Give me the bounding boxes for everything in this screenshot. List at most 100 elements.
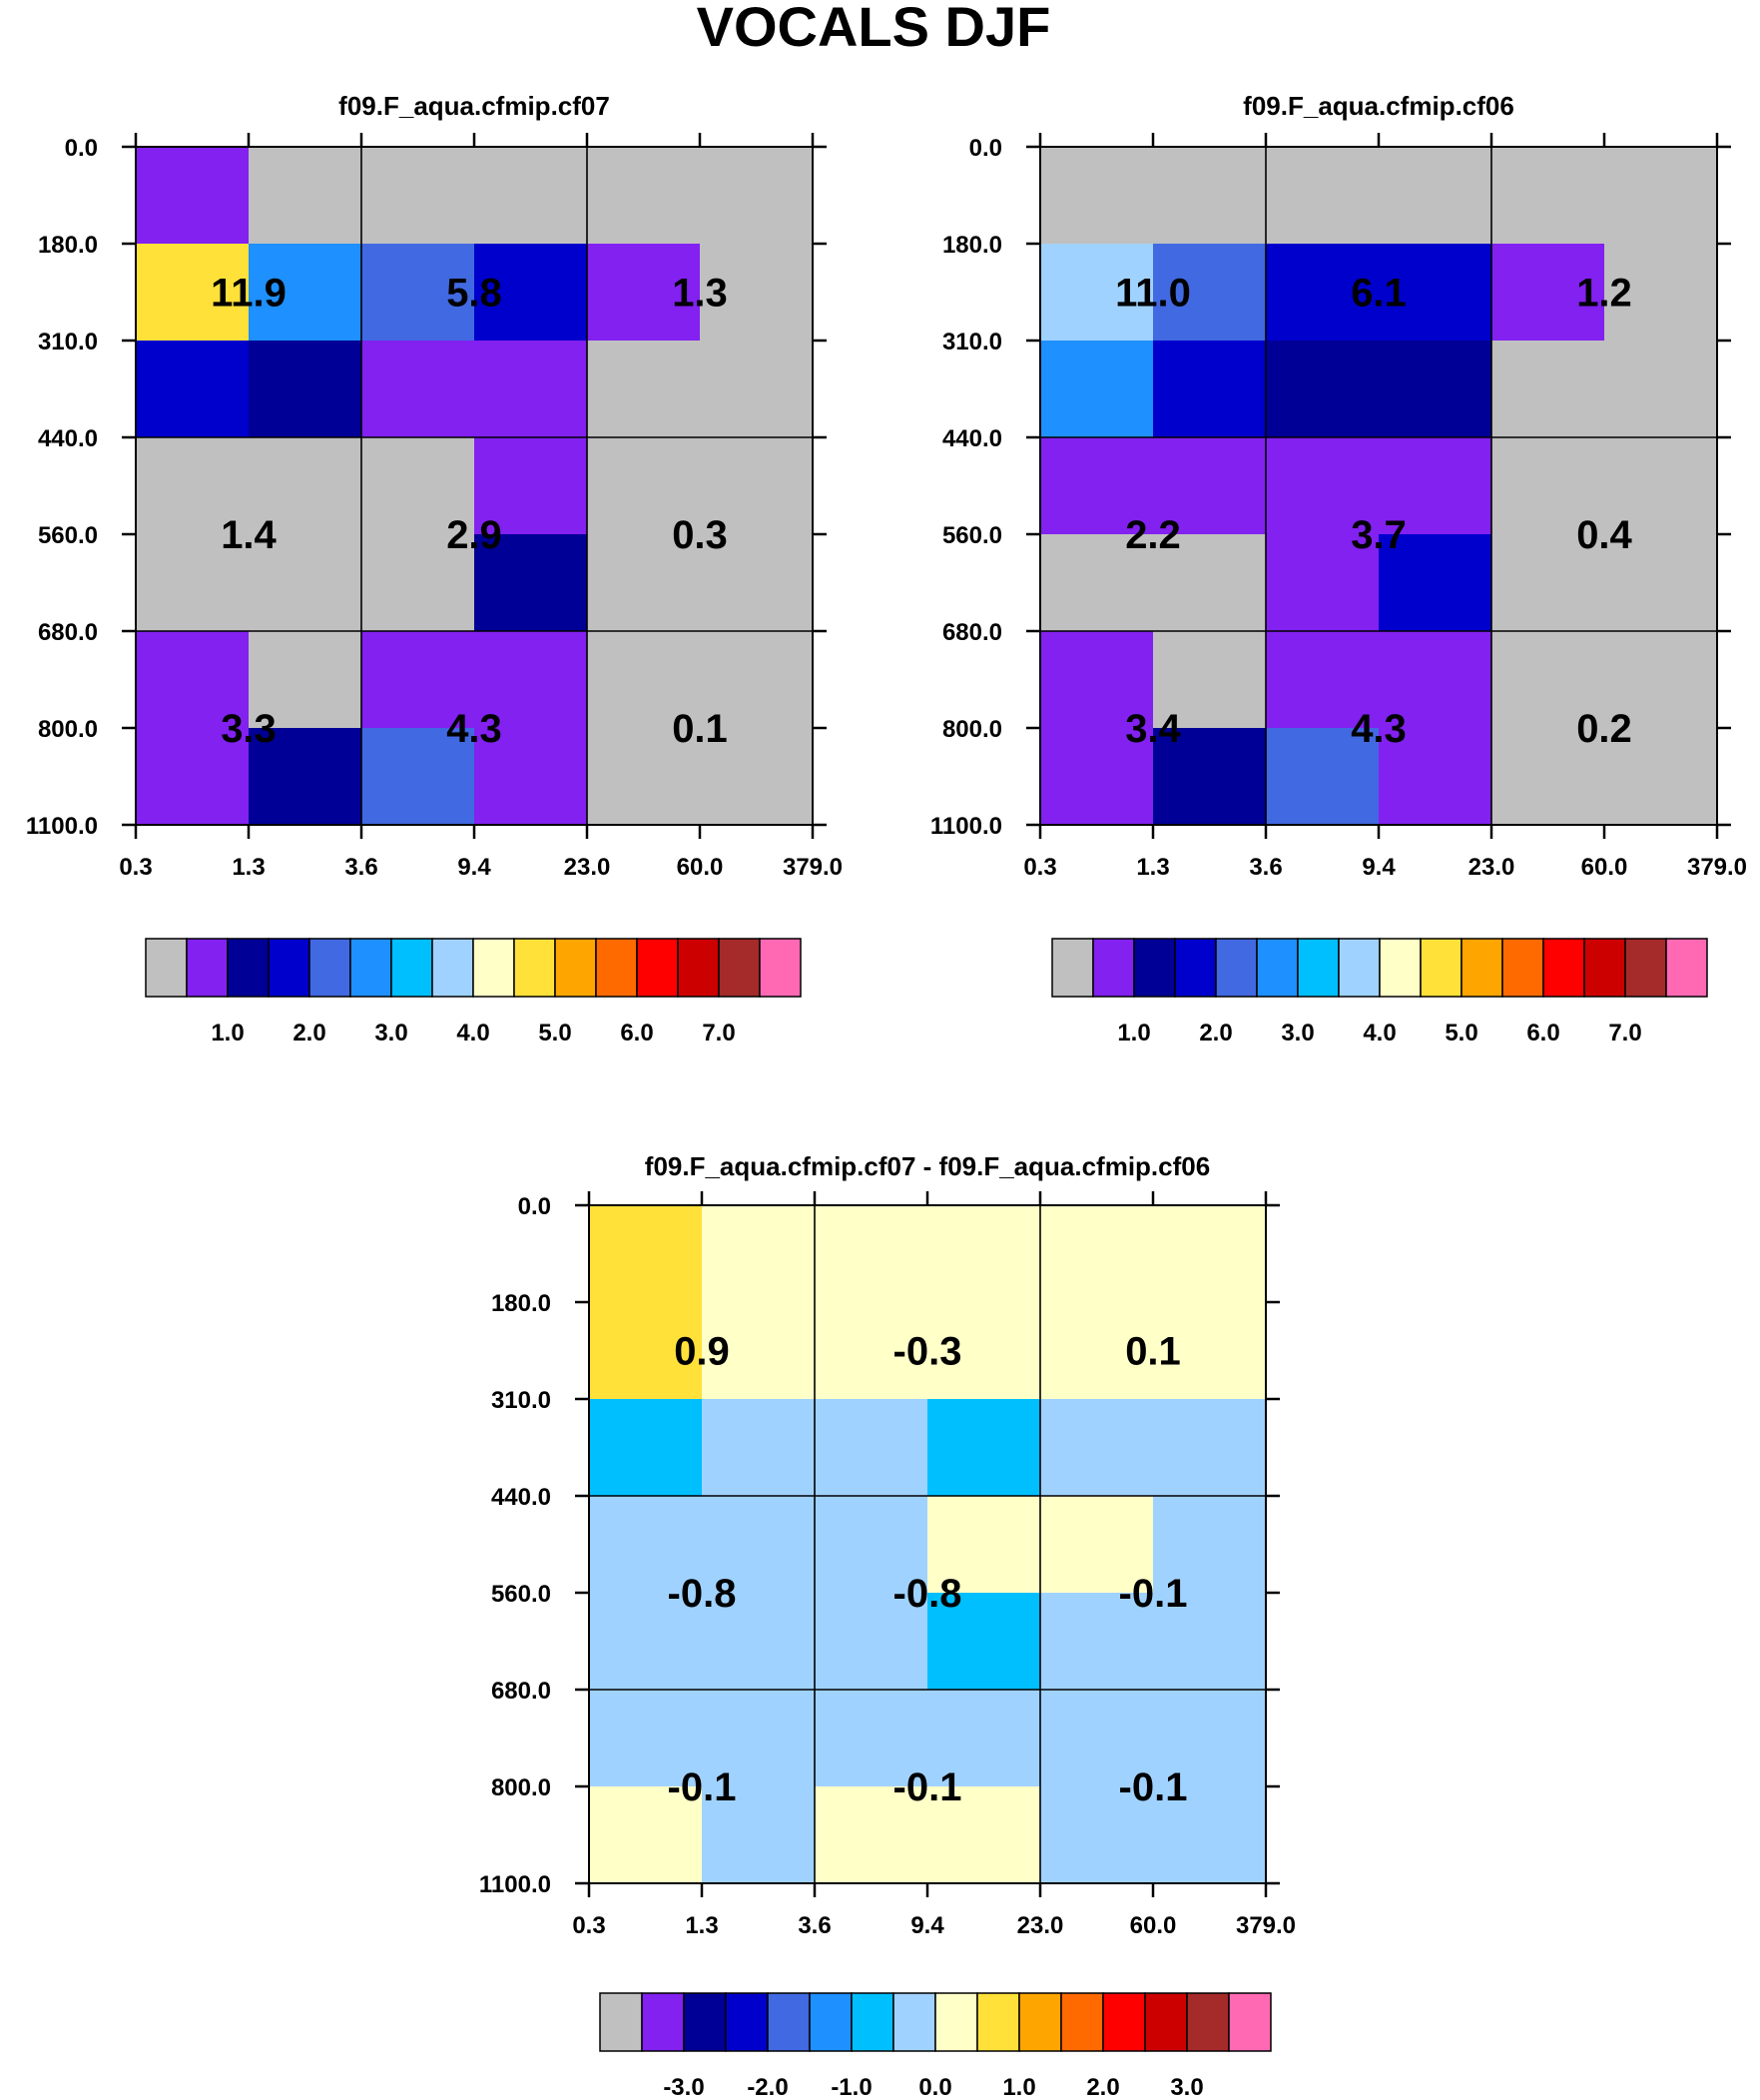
heatmap-cell xyxy=(1379,631,1492,729)
heatmap-cell xyxy=(700,244,814,342)
figure-title: VOCALS DJF xyxy=(697,0,1051,58)
heatmap-cell xyxy=(361,341,475,438)
heatmap-cell xyxy=(1040,728,1154,826)
colorbar-label: 3.0 xyxy=(1281,1020,1314,1047)
x-tick-label: 23.0 xyxy=(1468,854,1515,881)
heatmap-cell xyxy=(136,244,250,342)
heatmap-cell xyxy=(1153,1786,1267,1884)
heatmap-cell xyxy=(700,147,814,245)
colorbar-swatch xyxy=(683,1992,727,2052)
heatmap-cell xyxy=(1379,147,1492,245)
box-value-label: -0.1 xyxy=(1119,1765,1188,1809)
heatmap-cell xyxy=(1040,437,1154,535)
colorbar-swatch xyxy=(759,938,802,998)
heatmap-cell xyxy=(1491,534,1605,632)
y-tick-label: 310.0 xyxy=(491,1387,551,1414)
heatmap-cell xyxy=(1153,1690,1267,1787)
colorbar-swatch xyxy=(767,1992,811,2052)
colorbar-swatch xyxy=(1624,938,1667,998)
colorbar-swatch xyxy=(1542,938,1585,998)
heatmap-cell xyxy=(249,534,362,632)
colorbar-swatch xyxy=(1461,938,1503,998)
box-value-label: 4.3 xyxy=(1351,707,1407,751)
heatmap-cell xyxy=(474,244,588,342)
heatmap-cell xyxy=(700,534,814,632)
colorbar-swatch xyxy=(431,938,474,998)
y-tick-label: 680.0 xyxy=(491,1678,551,1705)
colorbar-label: 0.0 xyxy=(918,2074,951,2100)
heatmap-cell xyxy=(1040,1690,1154,1787)
x-tick-label: 60.0 xyxy=(1130,1912,1177,1939)
colorbar: -3.0 -2.0 -1.0 0.0 1.0 2.0 3.0 xyxy=(599,1992,1272,2100)
heatmap-cell xyxy=(249,437,362,535)
heatmap-cell xyxy=(1040,341,1154,438)
heatmap-cell xyxy=(700,437,814,535)
heatmap-cell xyxy=(249,244,362,342)
colorbar-swatch xyxy=(1133,938,1176,998)
colorbar-label: 5.0 xyxy=(1445,1020,1477,1047)
colorbar-swatch xyxy=(227,938,270,998)
x-tick-label: 0.3 xyxy=(1023,854,1056,881)
box-value-label: -0.8 xyxy=(668,1572,737,1616)
heatmap-cell xyxy=(249,147,362,245)
heatmap-cell xyxy=(700,341,814,438)
colorbar-swatch xyxy=(1144,1992,1188,2052)
heatmap-cell xyxy=(474,534,588,632)
colorbar-swatch xyxy=(1215,938,1258,998)
heatmap-cell xyxy=(1379,244,1492,342)
colorbar-swatch xyxy=(595,938,638,998)
colorbar-swatch xyxy=(349,938,392,998)
x-tick-label: 379.0 xyxy=(783,854,843,881)
colorbar-label: 2.0 xyxy=(293,1020,325,1047)
heatmap-cell xyxy=(474,728,588,826)
colorbar-swatch xyxy=(1501,938,1544,998)
heatmap-cell xyxy=(136,437,250,535)
heatmap-cell xyxy=(702,1690,816,1787)
heatmap-cell xyxy=(1266,728,1380,826)
x-tick-label: 3.6 xyxy=(344,854,377,881)
y-tick-label: 560.0 xyxy=(942,522,1002,549)
box-value-label: 3.7 xyxy=(1351,513,1407,557)
heatmap-cell xyxy=(927,1690,1041,1787)
colorbar-label: -3.0 xyxy=(663,2074,704,2100)
y-tick-label: 680.0 xyxy=(942,619,1002,646)
heatmap-cell xyxy=(815,1786,928,1884)
heatmap-cell xyxy=(136,728,250,826)
colorbar-swatch xyxy=(1228,1992,1272,2052)
colorbar-swatch xyxy=(472,938,515,998)
heatmap-cell xyxy=(1153,1205,1267,1303)
colorbar-swatch xyxy=(1665,938,1708,998)
box-value-label: 2.2 xyxy=(1125,513,1181,557)
colorbar-swatch xyxy=(554,938,597,998)
x-tick-label: 0.3 xyxy=(572,1912,605,1939)
colorbar-swatch xyxy=(1092,938,1135,998)
y-tick-label: 180.0 xyxy=(38,232,98,259)
box-value-label: 5.8 xyxy=(446,272,502,316)
colorbar-swatch xyxy=(186,938,229,998)
heatmap-cell xyxy=(1153,728,1267,826)
box-value-label: 6.1 xyxy=(1351,272,1407,316)
heatmap-cell xyxy=(1379,437,1492,535)
heatmap-cell xyxy=(361,437,475,535)
y-tick-label: 180.0 xyxy=(942,232,1002,259)
colorbar-swatch xyxy=(308,938,351,998)
heatmap-cell xyxy=(815,1690,928,1787)
heatmap-cell xyxy=(702,1496,816,1594)
heatmap-cell xyxy=(361,244,475,342)
y-tick-label: 680.0 xyxy=(38,619,98,646)
colorbar-swatch xyxy=(1102,1992,1146,2052)
heatmap-cell xyxy=(361,631,475,729)
colorbar-swatch xyxy=(718,938,761,998)
y-tick-label: 0.0 xyxy=(518,1193,551,1220)
colorbar-swatch xyxy=(1018,1992,1062,2052)
heatmap-cell xyxy=(1153,244,1267,342)
x-tick-label: 9.4 xyxy=(1362,854,1396,881)
colorbar-swatch xyxy=(1174,938,1217,998)
heatmap-cell xyxy=(702,1399,816,1497)
heatmap-cell xyxy=(1379,534,1492,632)
heatmap-cell xyxy=(1153,534,1267,632)
x-tick-label: 3.6 xyxy=(1249,854,1282,881)
colorbar-swatch xyxy=(1297,938,1340,998)
colorbar-label: 6.0 xyxy=(1526,1020,1559,1047)
colorbar-swatch xyxy=(1051,938,1094,998)
